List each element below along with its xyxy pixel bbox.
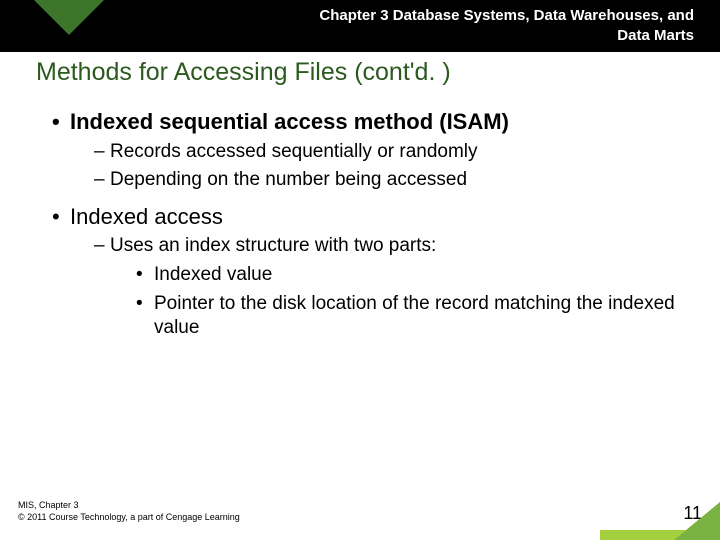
chapter-header-line2: Data Marts xyxy=(617,27,694,44)
bullet-isam-text: Indexed sequential access method (ISAM) xyxy=(70,109,509,134)
corner-triangle xyxy=(674,502,720,540)
bullet-indexed-sub1-text: Uses an index structure with two parts: xyxy=(110,235,436,256)
slide: Chapter 3 Database Systems, Data Warehou… xyxy=(0,0,720,540)
slide-title: Methods for Accessing Files (cont'd. ) xyxy=(36,58,451,87)
bullet-isam-sub2-text: Depending on the number being accessed xyxy=(110,169,467,190)
decorative-triangle xyxy=(34,0,104,35)
content-area: •Indexed sequential access method (ISAM)… xyxy=(36,102,686,341)
bullet-indexed: •Indexed access xyxy=(52,203,686,231)
bullet-indexed-sub1: –Uses an index structure with two parts: xyxy=(94,234,686,259)
decorative-corner xyxy=(600,502,720,540)
footer-copyright: © 2011 Course Technology, a part of Ceng… xyxy=(18,512,240,522)
bullet-indexed-value: •Indexed value xyxy=(136,263,686,288)
footer-chapter: MIS, Chapter 3 xyxy=(18,500,79,510)
bullet-pointer-text: Pointer to the disk location of the reco… xyxy=(154,293,675,339)
bullet-indexed-value-text: Indexed value xyxy=(154,264,272,285)
bullet-isam: •Indexed sequential access method (ISAM) xyxy=(52,108,686,136)
bullet-isam-sub2: –Depending on the number being accessed xyxy=(94,168,686,193)
footer-left: MIS, Chapter 3 © 2011 Course Technology,… xyxy=(18,499,240,524)
bullet-indexed-text: Indexed access xyxy=(70,204,223,229)
chapter-header: Chapter 3 Database Systems, Data Warehou… xyxy=(319,6,694,47)
bullet-isam-sub1: –Records accessed sequentially or random… xyxy=(94,140,686,165)
bullet-pointer: •Pointer to the disk location of the rec… xyxy=(136,292,686,341)
bullet-isam-sub1-text: Records accessed sequentially or randoml… xyxy=(110,141,478,162)
chapter-header-line1: Chapter 3 Database Systems, Data Warehou… xyxy=(319,7,694,24)
